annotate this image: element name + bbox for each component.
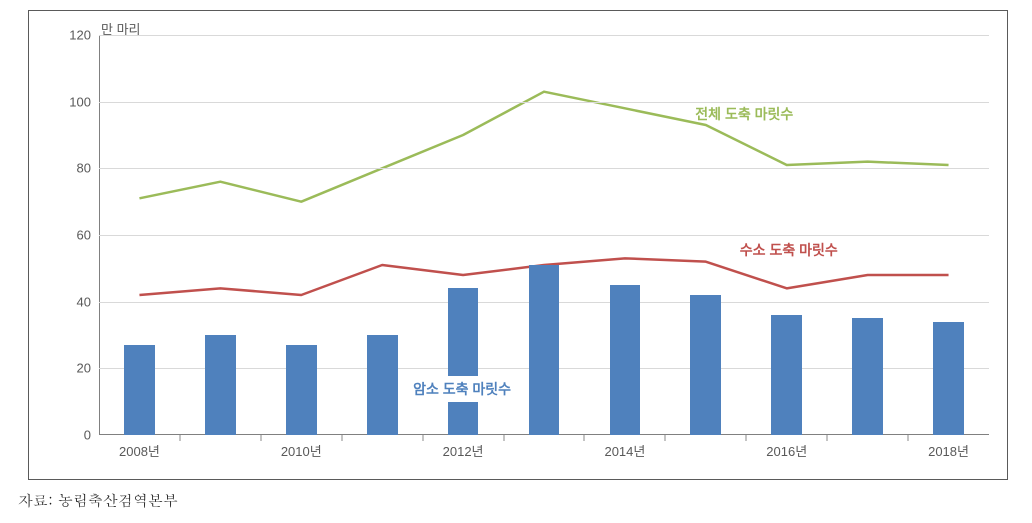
y-tick-label: 20 (77, 361, 99, 376)
y-tick-label: 80 (77, 161, 99, 176)
x-minor-tick (665, 435, 666, 441)
x-minor-tick (179, 435, 180, 441)
y-tick-label: 0 (84, 428, 99, 443)
bar (690, 295, 721, 435)
x-minor-tick (422, 435, 423, 441)
x-minor-tick (503, 435, 504, 441)
y-tick-label: 120 (69, 28, 99, 43)
gridline (99, 102, 989, 103)
source-citation: 자료: 농림축산검역본부 (18, 490, 178, 511)
x-tick-label: 2016년 (766, 435, 807, 460)
gridline (99, 35, 989, 36)
x-tick-label: 2018년 (928, 435, 969, 460)
bar (124, 345, 155, 435)
bar (529, 265, 560, 435)
y-tick-label: 60 (77, 228, 99, 243)
bar-series-label: 암소 도축 마릿수 (403, 376, 521, 402)
x-tick-label: 2008년 (119, 435, 160, 460)
bar (852, 318, 883, 435)
x-tick-label: 2014년 (604, 435, 645, 460)
y-tick-label: 100 (69, 94, 99, 109)
line-series (139, 92, 948, 202)
plot-area: 0204060801001202008년2010년2012년2014년2016년… (99, 35, 989, 435)
y-tick-label: 40 (77, 294, 99, 309)
x-minor-tick (908, 435, 909, 441)
series-label: 전체 도축 마릿수 (695, 104, 793, 124)
bar (448, 288, 479, 435)
bar (610, 285, 641, 435)
x-tick-label: 2012년 (443, 435, 484, 460)
bar (771, 315, 802, 435)
bar (205, 335, 236, 435)
chart-container: 만 마리 0204060801001202008년2010년2012년2014년… (28, 10, 1008, 480)
gridline (99, 168, 989, 169)
x-minor-tick (827, 435, 828, 441)
x-minor-tick (746, 435, 747, 441)
series-label: 수소 도축 마릿수 (740, 240, 838, 260)
bar (933, 322, 964, 435)
x-minor-tick (341, 435, 342, 441)
gridline (99, 235, 989, 236)
x-minor-tick (260, 435, 261, 441)
bar (367, 335, 398, 435)
x-tick-label: 2010년 (281, 435, 322, 460)
x-minor-tick (584, 435, 585, 441)
bar (286, 345, 317, 435)
